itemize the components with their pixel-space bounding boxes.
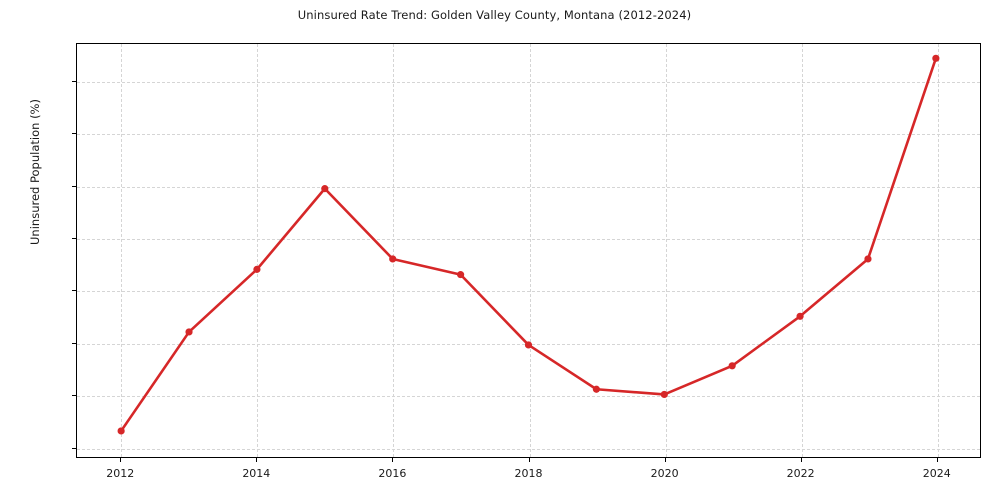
series-line bbox=[119, 57, 938, 433]
gridline-horizontal bbox=[77, 81, 980, 83]
x-axis-tick-mark bbox=[528, 458, 530, 462]
x-axis-tick-mark bbox=[256, 458, 258, 462]
gridline-horizontal bbox=[77, 291, 980, 293]
data-point-marker: 2021: 11.1% bbox=[728, 362, 736, 370]
x-axis-tick-label: 2022 bbox=[786, 467, 815, 480]
x-axis-tick-label: 2024 bbox=[922, 467, 951, 480]
x-axis-tick-mark bbox=[392, 458, 394, 462]
data-point-marker: 2022: 13% bbox=[796, 312, 804, 320]
x-axis-tick-mark bbox=[936, 458, 938, 462]
chart-title: Uninsured Rate Trend: Golden Valley Coun… bbox=[297, 8, 692, 22]
gridline-horizontal bbox=[77, 186, 980, 188]
data-point-marker: 2015: 17.9% bbox=[321, 185, 329, 193]
y-axis-tick-mark bbox=[72, 80, 76, 82]
gridline-vertical bbox=[529, 44, 531, 457]
gridline-vertical bbox=[257, 44, 259, 457]
series-line-chart: 2012: 8.6% 2013: 12.4% 2014: 14.8% 2015: 17… bbox=[117, 54, 940, 435]
data-point-marker: 2012: 8.6% bbox=[117, 427, 125, 435]
x-axis-tick-mark bbox=[120, 458, 122, 462]
x-axis-tick-label: 2020 bbox=[650, 467, 679, 480]
data-point-marker: 2019: 10.2% bbox=[592, 385, 600, 393]
data-point-marker: 2024: 22.9% bbox=[932, 54, 940, 62]
data-point-marker: 2014: 14.8% bbox=[253, 265, 261, 273]
data-point-marker: 2017: 14.6% bbox=[457, 271, 465, 279]
gridline-vertical bbox=[121, 44, 123, 457]
y-axis-tick-mark bbox=[72, 290, 76, 292]
x-axis-tick-mark bbox=[664, 458, 666, 462]
x-axis-tick-label: 2018 bbox=[514, 467, 543, 480]
x-axis-tick-label: 2012 bbox=[106, 467, 135, 480]
y-axis-tick-mark bbox=[72, 395, 76, 397]
gridline-horizontal bbox=[77, 239, 980, 241]
data-point-marker: 2020: 10% bbox=[660, 390, 668, 399]
gridline-horizontal bbox=[77, 134, 980, 136]
y-axis-tick-mark bbox=[72, 342, 76, 344]
y-axis-tick-mark bbox=[72, 238, 76, 240]
data-point-marker: 2023: 15.2% bbox=[864, 255, 872, 263]
gridline-vertical bbox=[937, 44, 939, 457]
data-point-marker: 2016: 15.2% bbox=[389, 255, 397, 263]
x-axis-tick-label: 2014 bbox=[242, 467, 271, 480]
data-point-marker: 2013: 12.4% bbox=[185, 328, 193, 336]
gridline-vertical bbox=[393, 44, 395, 457]
y-axis-label: Uninsured Population (%) bbox=[28, 99, 42, 245]
plot-inner: 2012: 8.6% 2013: 12.4% 2014: 14.8% 2015: 17… bbox=[77, 44, 980, 457]
x-axis-tick-mark bbox=[800, 458, 802, 462]
y-axis-tick-mark bbox=[72, 133, 76, 135]
y-axis-tick-mark bbox=[72, 185, 76, 187]
y-axis-tick-mark bbox=[72, 447, 76, 449]
plot-area: 2012: 8.6% 2013: 12.4% 2014: 14.8% 2015: 17… bbox=[76, 43, 981, 458]
data-point-marker: 2018: 11.9% bbox=[524, 341, 533, 349]
gridline-horizontal bbox=[77, 448, 980, 450]
gridline-vertical bbox=[801, 44, 803, 457]
gridline-horizontal bbox=[77, 396, 980, 398]
gridline-vertical bbox=[665, 44, 667, 457]
x-axis-tick-label: 2016 bbox=[378, 467, 407, 480]
